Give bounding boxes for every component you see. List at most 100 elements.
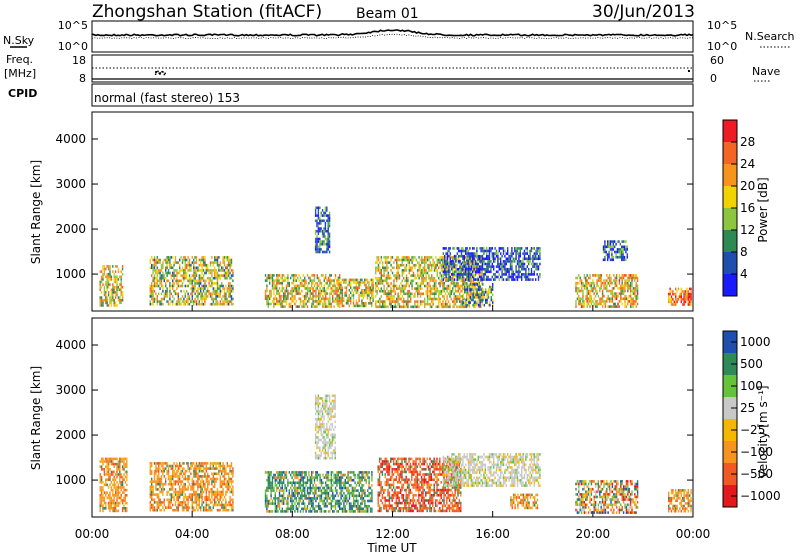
power-cell xyxy=(386,297,388,301)
power-cell xyxy=(478,285,480,289)
velocity-cell xyxy=(208,482,210,486)
velocity-cell xyxy=(274,494,276,498)
velocity-cell xyxy=(110,507,113,510)
power-cell xyxy=(621,276,623,280)
power-cell xyxy=(467,278,470,281)
power-cell xyxy=(412,263,415,267)
power-cell xyxy=(530,262,533,266)
power-cell xyxy=(327,300,330,303)
power-cell xyxy=(120,283,122,286)
velocity-cell xyxy=(109,475,111,479)
velocity-cell xyxy=(153,477,156,481)
velocity-cell xyxy=(232,506,234,509)
velocity-cell xyxy=(278,478,281,482)
velocity-cell xyxy=(215,503,217,507)
velocity-cell xyxy=(112,499,114,502)
power-cell xyxy=(486,262,488,266)
power-cell xyxy=(221,289,223,293)
velocity-cell xyxy=(114,509,117,513)
power-cell xyxy=(386,261,388,264)
power-cell xyxy=(515,247,517,250)
power-cell xyxy=(269,289,271,293)
velocity-cell xyxy=(205,498,207,502)
velocity-cell xyxy=(167,469,170,473)
power-cell xyxy=(317,229,320,233)
power-cell xyxy=(317,222,320,225)
velocity-cell xyxy=(158,493,160,496)
power-cell xyxy=(532,254,534,258)
velocity-cell xyxy=(172,472,174,476)
power-cell xyxy=(611,258,613,262)
power-cell xyxy=(183,276,185,280)
power-cell xyxy=(604,250,606,254)
velocity-cell xyxy=(277,473,279,477)
velocity-cell xyxy=(214,480,216,483)
power-cell xyxy=(461,282,464,285)
power-cell xyxy=(512,275,514,279)
power-cell xyxy=(467,260,470,263)
power-cell xyxy=(462,247,464,250)
power-cell xyxy=(299,281,302,285)
velocity-cell xyxy=(191,493,193,496)
power-cell xyxy=(488,265,491,268)
velocity-cell xyxy=(188,493,191,496)
power-cell xyxy=(384,258,387,262)
power-cell xyxy=(112,265,114,268)
velocity-cell xyxy=(126,501,128,505)
power-cell xyxy=(613,274,615,277)
power-cell xyxy=(440,302,443,306)
velocity-cell xyxy=(166,464,168,468)
power-cell xyxy=(467,262,470,266)
velocity-cell xyxy=(201,485,203,489)
velocity-cell xyxy=(116,496,118,500)
power-cell xyxy=(617,302,619,306)
power-cell xyxy=(484,262,486,266)
power-cell xyxy=(205,292,207,296)
power-cell xyxy=(604,281,607,285)
power-cell xyxy=(340,291,342,295)
power-cell xyxy=(408,295,410,298)
velocity-cell xyxy=(219,508,221,512)
velocity-cell xyxy=(112,473,114,476)
velocity-cell xyxy=(119,491,121,494)
power-cell xyxy=(163,276,165,280)
power-cell xyxy=(511,262,513,266)
velocity-cell xyxy=(121,499,124,502)
power-cell xyxy=(407,295,409,298)
power-cell xyxy=(432,261,434,264)
power-cell xyxy=(166,263,168,267)
power-cell xyxy=(202,269,205,272)
velocity-cell xyxy=(153,475,156,478)
power-cell xyxy=(149,300,151,303)
power-cell xyxy=(284,289,286,293)
velocity-cell xyxy=(215,472,217,476)
power-cell xyxy=(466,249,468,253)
power-cell xyxy=(100,301,103,305)
power-cell xyxy=(464,261,466,264)
power-cell xyxy=(410,266,412,270)
power-cell xyxy=(438,305,440,309)
power-cell xyxy=(323,289,325,293)
power-cell xyxy=(519,247,521,250)
power-cell xyxy=(364,291,366,295)
power-cell xyxy=(594,294,597,298)
power-cell xyxy=(386,276,388,280)
power-cell xyxy=(519,252,521,255)
power-cell xyxy=(304,302,306,306)
velocity-cell xyxy=(183,472,185,476)
power-cell xyxy=(113,280,115,284)
power-cell xyxy=(424,263,426,267)
velocity-cell xyxy=(280,486,282,490)
power-cell xyxy=(631,284,633,288)
power-cell xyxy=(216,302,219,306)
velocity-cell xyxy=(151,464,153,468)
velocity-cell xyxy=(190,488,192,491)
power-cell xyxy=(636,276,639,280)
nave-tick-0: 0 xyxy=(710,72,717,85)
power-cell xyxy=(436,289,438,293)
power-cell xyxy=(600,300,602,303)
power-cell xyxy=(680,300,682,304)
velocity-cell xyxy=(126,457,128,461)
power-cell xyxy=(156,297,158,301)
power-cell xyxy=(690,287,692,291)
